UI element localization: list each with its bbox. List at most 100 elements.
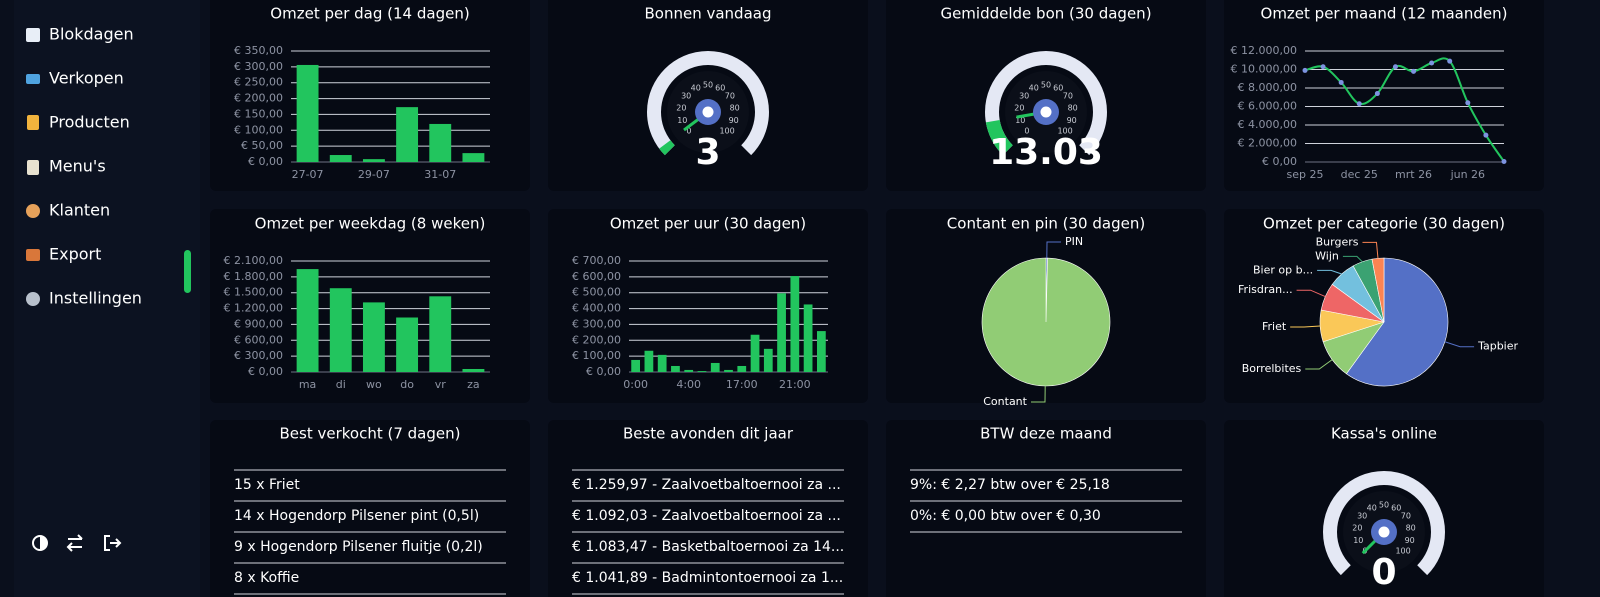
bar xyxy=(296,269,319,372)
x-tick-label: sep 25 xyxy=(1287,168,1324,181)
y-tick-label: € 900,00 xyxy=(234,317,283,330)
icon xyxy=(26,204,40,218)
nav-item[interactable]: Verkopen xyxy=(49,69,124,88)
bar xyxy=(644,350,654,372)
gauge-tick-label: 100 xyxy=(1057,127,1072,136)
bar xyxy=(790,276,800,372)
marker xyxy=(1501,159,1507,165)
theme-toggle-half xyxy=(40,536,47,550)
nav-item[interactable]: Producten xyxy=(49,113,130,132)
x-tick-label: dec 25 xyxy=(1341,168,1378,181)
widget-title: Omzet per dag (14 dagen) xyxy=(270,5,469,23)
bar xyxy=(684,369,694,372)
gauge-value: 3 xyxy=(695,132,720,173)
pie-label: PIN xyxy=(1065,235,1083,248)
gauge-tick-label: 40 xyxy=(691,83,701,92)
pie-label: Borrelbites xyxy=(1242,362,1302,375)
nav-icons xyxy=(26,28,40,306)
gauge-tick-label: 70 xyxy=(1401,512,1411,521)
y-tick-label: € 150,00 xyxy=(234,107,283,120)
widget-title: Contant en pin (30 dagen) xyxy=(947,215,1145,233)
bar xyxy=(396,107,419,162)
bar xyxy=(816,331,826,372)
x-tick-label: 0:00 xyxy=(623,378,648,391)
y-tick-label: € 10.000,00 xyxy=(1231,63,1297,76)
bar xyxy=(429,123,452,162)
widget-panel xyxy=(548,420,868,597)
gauge-hub-center xyxy=(702,106,714,118)
list-row: 9 x Hogendorp Pilsener fluitje (0,2l) xyxy=(234,539,483,555)
scroll-indicator xyxy=(184,250,191,293)
gauge-tick-label: 70 xyxy=(725,92,735,101)
y-tick-label: € 100,00 xyxy=(234,123,283,136)
gauge-tick-label: 30 xyxy=(681,92,691,101)
switch-icon[interactable] xyxy=(66,534,83,552)
gauge-hub-center xyxy=(1040,106,1052,118)
marker xyxy=(1338,79,1344,85)
pie-label: Bier op b... xyxy=(1253,263,1313,276)
gauge-hub-center xyxy=(1378,526,1390,538)
y-tick-label: € 6.000,00 xyxy=(1238,100,1297,113)
gauge-tick-label: 90 xyxy=(1067,116,1077,125)
marker xyxy=(1302,67,1308,73)
icon xyxy=(26,74,40,84)
label-line xyxy=(1030,385,1046,403)
nav-item[interactable]: Menu's xyxy=(49,157,106,176)
list-row: € 1.259,97 - Zaalvoetbaltoernooi za ... xyxy=(572,477,841,493)
gauge-tick-label: 40 xyxy=(1367,503,1377,512)
label-line xyxy=(1290,325,1321,328)
nav-item[interactable]: Instellingen xyxy=(49,289,142,308)
y-tick-label: € 200,00 xyxy=(234,92,283,105)
nav-item[interactable]: Blokdagen xyxy=(49,25,134,44)
bar xyxy=(362,159,385,162)
y-tick-label: € 350,00 xyxy=(234,44,283,57)
y-tick-label: € 0,00 xyxy=(1262,155,1297,168)
pie-slice xyxy=(1345,257,1449,387)
widget-title: Omzet per maand (12 maanden) xyxy=(1261,5,1508,23)
gauge-tick-label: 100 xyxy=(719,127,734,136)
gauge-tick-label: 10 xyxy=(1353,536,1363,545)
list-row: 8 x Koffie xyxy=(234,570,299,586)
x-tick-label: 31-07 xyxy=(424,168,456,181)
label-line xyxy=(1296,289,1326,298)
icon xyxy=(26,249,40,261)
y-tick-label: € 0,00 xyxy=(248,365,283,378)
widget-title: Omzet per categorie (30 dagen) xyxy=(1263,215,1505,233)
widget-title: Kassa's online xyxy=(1331,425,1437,443)
bar xyxy=(724,369,733,372)
y-tick-label: € 0,00 xyxy=(248,155,283,168)
y-tick-label: € 12.000,00 xyxy=(1231,44,1297,57)
pie-label: Frisdran... xyxy=(1238,283,1293,296)
y-tick-label: € 0,00 xyxy=(586,365,621,378)
marker xyxy=(1465,100,1471,106)
y-tick-label: € 300,00 xyxy=(572,317,621,330)
gauge-tick-label: 80 xyxy=(1068,103,1078,112)
y-tick-label: € 300,00 xyxy=(234,349,283,362)
y-tick-label: € 100,00 xyxy=(572,349,621,362)
gauge-tick-label: 100 xyxy=(1395,547,1410,556)
widget-title: Best verkocht (7 dagen) xyxy=(280,425,461,443)
bar xyxy=(750,334,760,372)
x-tick-label: wo xyxy=(366,378,382,391)
gauge-tick-label: 80 xyxy=(1406,523,1416,532)
icon xyxy=(26,28,40,42)
gauge-value: 13.03 xyxy=(989,132,1103,173)
gauge-tick-label: 70 xyxy=(1063,92,1073,101)
gauge-tick-label: 0 xyxy=(686,127,691,136)
gauge-tick-label: 10 xyxy=(1015,116,1025,125)
widget-panel xyxy=(548,209,868,403)
nav-item[interactable]: Klanten xyxy=(49,201,110,220)
icon xyxy=(26,292,40,306)
label-line xyxy=(1317,269,1342,275)
y-tick-label: € 4.000,00 xyxy=(1238,118,1297,131)
bar xyxy=(462,153,485,162)
nav-item[interactable]: Export xyxy=(49,245,101,264)
gauge-tick-label: 10 xyxy=(677,116,687,125)
logout-icon[interactable] xyxy=(104,535,122,551)
x-tick-label: 27-07 xyxy=(292,168,324,181)
bar xyxy=(671,365,680,372)
label-line xyxy=(1444,341,1475,348)
label-line xyxy=(1362,241,1379,259)
